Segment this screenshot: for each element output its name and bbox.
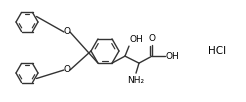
Text: OH: OH (130, 35, 144, 44)
Text: HCl: HCl (208, 46, 226, 56)
Text: O: O (63, 65, 71, 74)
Text: OH: OH (166, 52, 180, 61)
Text: O: O (149, 34, 155, 43)
Text: O: O (63, 28, 71, 37)
Text: NH₂: NH₂ (127, 76, 145, 85)
